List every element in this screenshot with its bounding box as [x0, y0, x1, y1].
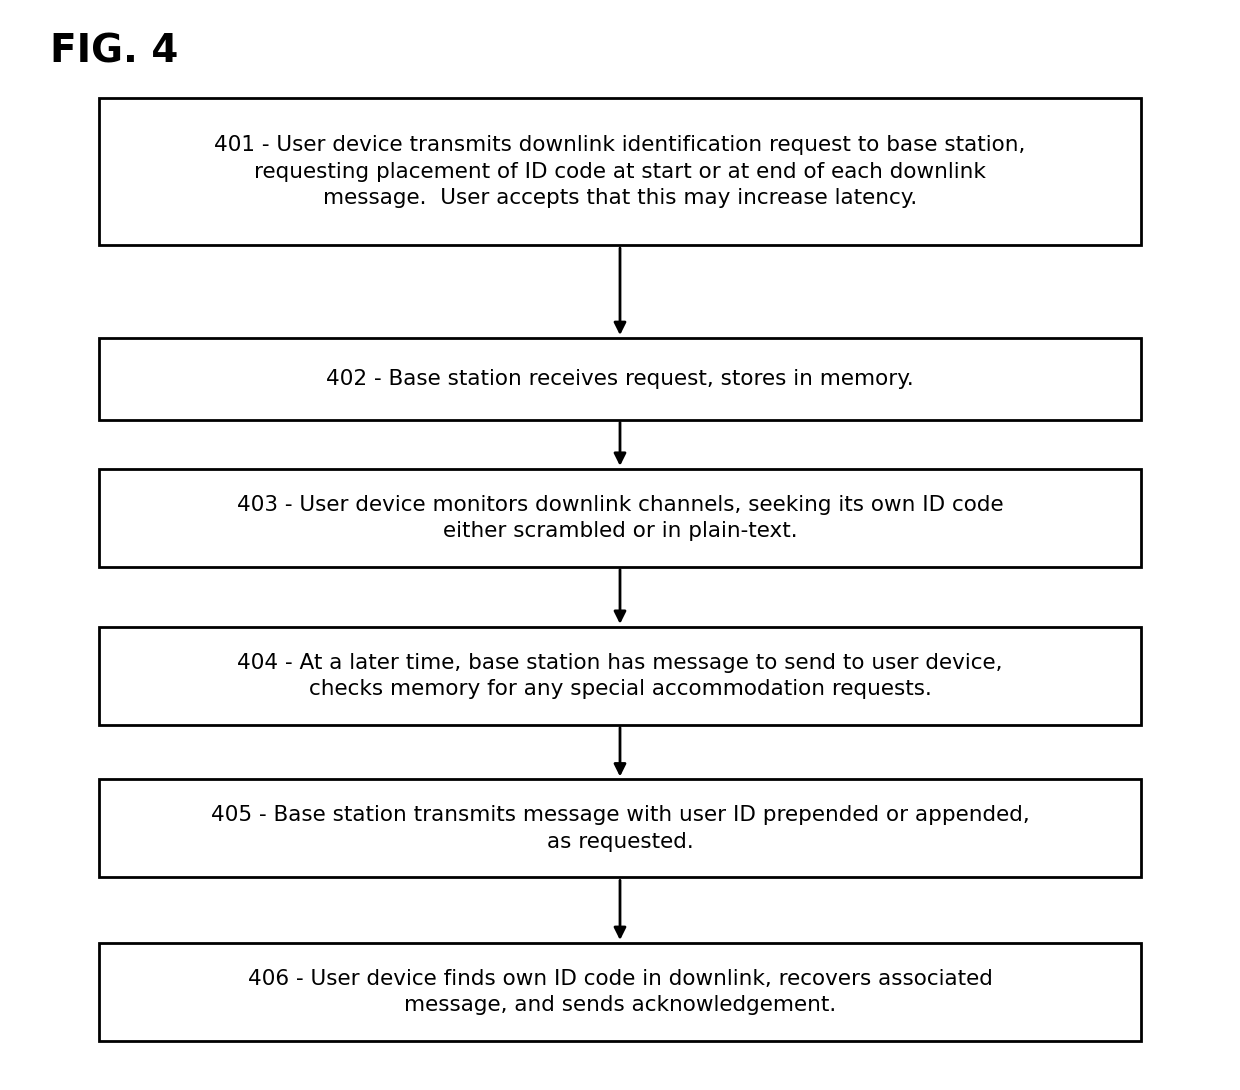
Text: 406 - User device finds own ID code in downlink, recovers associated
message, an: 406 - User device finds own ID code in d… [248, 969, 992, 1015]
Text: 403 - User device monitors downlink channels, seeking its own ID code
either scr: 403 - User device monitors downlink chan… [237, 495, 1003, 541]
Text: 402 - Base station receives request, stores in memory.: 402 - Base station receives request, sto… [326, 368, 914, 389]
FancyBboxPatch shape [99, 338, 1141, 420]
FancyBboxPatch shape [99, 779, 1141, 877]
FancyBboxPatch shape [99, 627, 1141, 725]
Text: 404 - At a later time, base station has message to send to user device,
checks m: 404 - At a later time, base station has … [237, 653, 1003, 699]
FancyBboxPatch shape [99, 943, 1141, 1041]
FancyBboxPatch shape [99, 469, 1141, 567]
Text: 401 - User device transmits downlink identification request to base station,
req: 401 - User device transmits downlink ide… [215, 135, 1025, 208]
Text: FIG. 4: FIG. 4 [50, 33, 179, 71]
FancyBboxPatch shape [99, 98, 1141, 245]
Text: 405 - Base station transmits message with user ID prepended or appended,
as requ: 405 - Base station transmits message wit… [211, 806, 1029, 851]
